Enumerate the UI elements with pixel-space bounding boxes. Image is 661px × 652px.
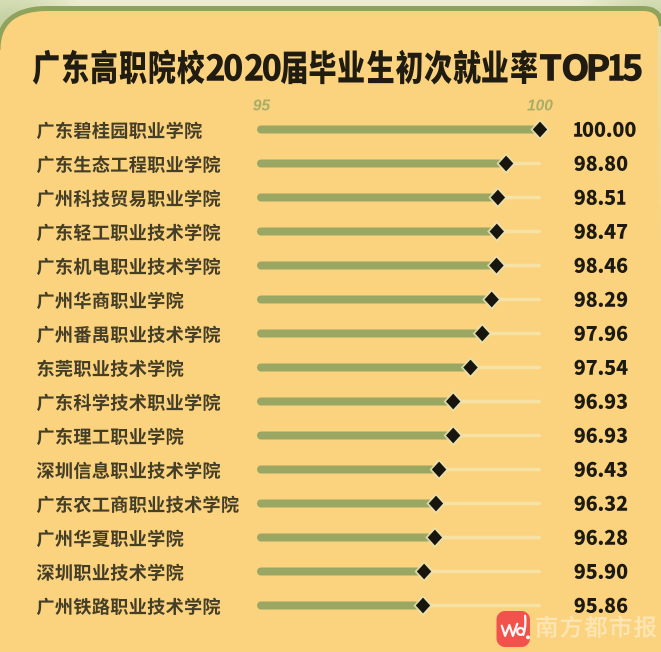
svg-text:100: 100: [527, 98, 553, 115]
svg-text:95: 95: [253, 98, 271, 115]
